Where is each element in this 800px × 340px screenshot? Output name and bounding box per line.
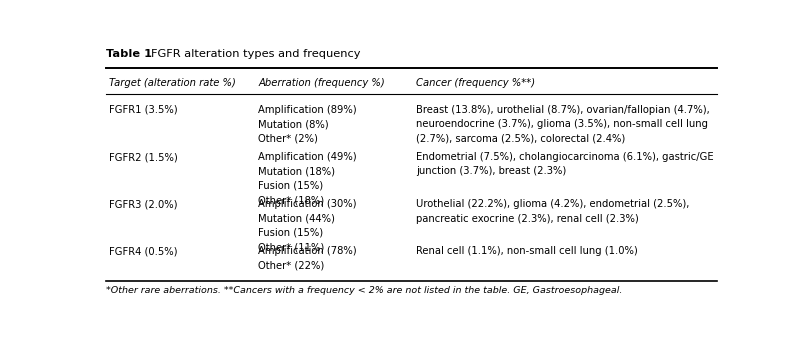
Text: Amplification (89%)
Mutation (8%)
Other* (2%): Amplification (89%) Mutation (8%) Other*… — [258, 105, 357, 144]
Text: FGFR1 (3.5%): FGFR1 (3.5%) — [110, 105, 178, 115]
Text: Amplification (49%)
Mutation (18%)
Fusion (15%)
Other* (18%): Amplification (49%) Mutation (18%) Fusio… — [258, 152, 357, 205]
Text: Amplification (78%)
Other* (22%): Amplification (78%) Other* (22%) — [258, 246, 357, 271]
Text: Renal cell (1.1%), non-small cell lung (1.0%): Renal cell (1.1%), non-small cell lung (… — [416, 246, 638, 256]
Text: Endometrial (7.5%), cholangiocarcinoma (6.1%), gastric/GE
junction (3.7%), breas: Endometrial (7.5%), cholangiocarcinoma (… — [416, 152, 714, 176]
Text: Urothelial (22.2%), glioma (4.2%), endometrial (2.5%),
pancreatic exocrine (2.3%: Urothelial (22.2%), glioma (4.2%), endom… — [416, 199, 690, 224]
Text: Table 1: Table 1 — [106, 49, 152, 59]
Text: FGFR3 (2.0%): FGFR3 (2.0%) — [110, 199, 178, 209]
Text: Breast (13.8%), urothelial (8.7%), ovarian/fallopian (4.7%),
neuroendocrine (3.7: Breast (13.8%), urothelial (8.7%), ovari… — [416, 105, 710, 144]
Text: FGFR alteration types and frequency: FGFR alteration types and frequency — [151, 49, 360, 59]
Text: Amplification (30%)
Mutation (44%)
Fusion (15%)
Other* (11%): Amplification (30%) Mutation (44%) Fusio… — [258, 199, 357, 252]
Text: *Other rare aberrations. **Cancers with a frequency < 2% are not listed in the t: *Other rare aberrations. **Cancers with … — [106, 286, 622, 294]
Text: Target (alteration rate %): Target (alteration rate %) — [110, 78, 236, 88]
Text: Aberration (frequency %): Aberration (frequency %) — [258, 78, 385, 88]
Text: FGFR2 (1.5%): FGFR2 (1.5%) — [110, 152, 178, 162]
Text: FGFR4 (0.5%): FGFR4 (0.5%) — [110, 246, 178, 256]
Text: Cancer (frequency %**): Cancer (frequency %**) — [416, 78, 535, 88]
